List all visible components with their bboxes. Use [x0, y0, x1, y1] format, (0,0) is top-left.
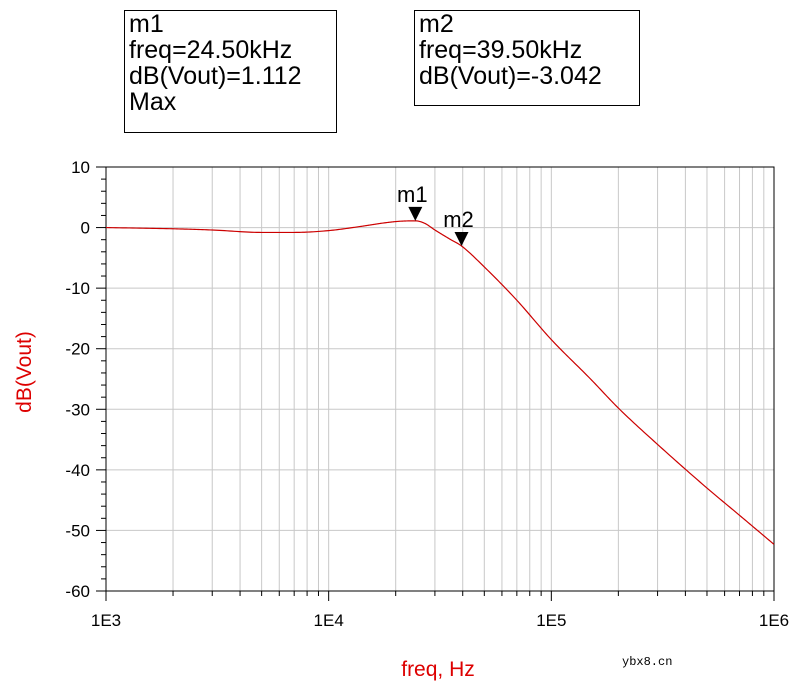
trace-dB-vout: [105, 220, 775, 545]
x-tick-label: 1E4: [314, 611, 344, 630]
axes: [96, 166, 775, 601]
x-tick-label: 1E5: [536, 611, 566, 630]
marker-m2-label: m2: [443, 207, 474, 232]
grid: [105, 166, 775, 592]
y-axis-label: dB(Vout): [13, 331, 36, 413]
marker-m2-freq: freq=39.50kHz: [419, 36, 583, 64]
marker-m1-readout: m1 freq=24.50kHz dB(Vout)=1.112 Max: [124, 10, 337, 133]
x-axis-label: freq, Hz: [401, 658, 475, 681]
y-tick-label: -20: [65, 340, 90, 359]
marker-m1-freq: freq=24.50kHz: [129, 36, 293, 64]
plot-frame: [105, 166, 775, 592]
trace-layer: [105, 220, 775, 545]
marker-m2-triangle: [454, 231, 469, 246]
y-tick-label: 10: [71, 158, 90, 177]
y-tick-label: -60: [65, 582, 90, 601]
watermark: ybx8.cn: [622, 655, 673, 669]
y-tick-label: -10: [65, 279, 90, 298]
marker-m1-triangle: [408, 206, 423, 221]
marker-m1-name: m1: [129, 10, 164, 38]
marker-m2-value: dB(Vout)=-3.042: [419, 62, 602, 90]
x-tick-label: 1E3: [91, 611, 121, 630]
y-tick-label: 0: [81, 219, 90, 238]
y-tick-label: -30: [65, 400, 90, 419]
marker-m1-label: m1: [397, 182, 428, 207]
y-tick-label: -50: [65, 521, 90, 540]
marker-m2-name: m2: [419, 10, 454, 38]
marker-m2-readout: m2 freq=39.50kHz dB(Vout)=-3.042: [414, 10, 640, 106]
marker-m1-mode: Max: [129, 88, 177, 116]
y-tick-label: -40: [65, 461, 90, 480]
x-tick-label: 1E6: [759, 611, 789, 630]
marker-m1-value: dB(Vout)=1.112: [129, 62, 302, 90]
marker-layer: m1 m2: [397, 182, 474, 246]
